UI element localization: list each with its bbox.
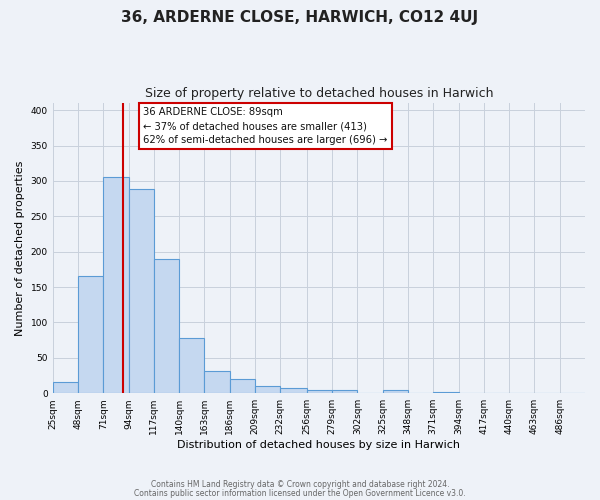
- Bar: [433, 392, 458, 393]
- X-axis label: Distribution of detached houses by size in Harwich: Distribution of detached houses by size …: [178, 440, 460, 450]
- Text: 36, ARDERNE CLOSE, HARWICH, CO12 4UJ: 36, ARDERNE CLOSE, HARWICH, CO12 4UJ: [121, 10, 479, 25]
- Bar: [128, 190, 154, 393]
- Bar: [280, 388, 307, 393]
- Bar: [103, 178, 128, 393]
- Bar: [154, 258, 179, 393]
- Bar: [383, 390, 408, 393]
- Bar: [307, 390, 332, 393]
- Title: Size of property relative to detached houses in Harwich: Size of property relative to detached ho…: [145, 88, 493, 101]
- Bar: [78, 276, 103, 393]
- Bar: [509, 392, 535, 393]
- Bar: [255, 386, 280, 393]
- Bar: [560, 392, 585, 393]
- Text: 36 ARDERNE CLOSE: 89sqm
← 37% of detached houses are smaller (413)
62% of semi-d: 36 ARDERNE CLOSE: 89sqm ← 37% of detache…: [143, 108, 388, 146]
- Bar: [179, 338, 205, 393]
- Y-axis label: Number of detached properties: Number of detached properties: [15, 160, 25, 336]
- Bar: [205, 370, 230, 393]
- Bar: [230, 379, 255, 393]
- Bar: [53, 382, 78, 393]
- Text: Contains HM Land Registry data © Crown copyright and database right 2024.: Contains HM Land Registry data © Crown c…: [151, 480, 449, 489]
- Text: Contains public sector information licensed under the Open Government Licence v3: Contains public sector information licen…: [134, 488, 466, 498]
- Bar: [332, 390, 358, 393]
